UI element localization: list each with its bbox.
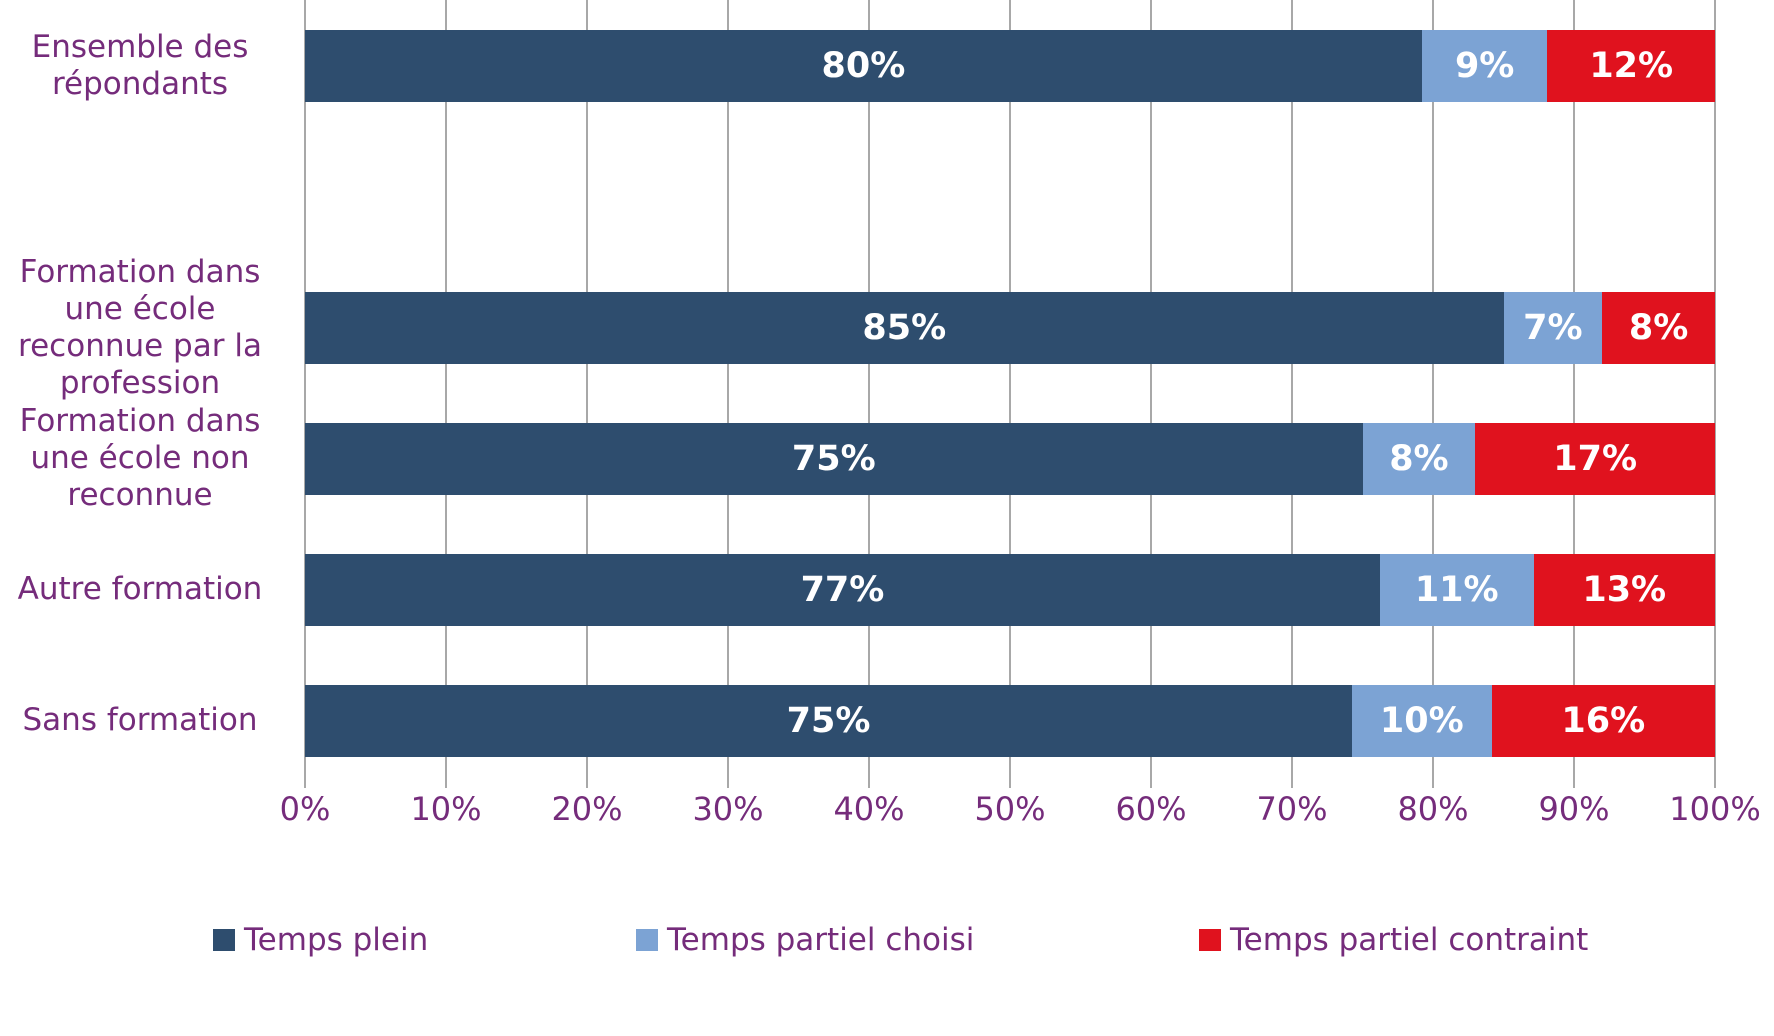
legend-label-temps-plein: Temps plein (244, 922, 429, 958)
bar-segment-temps-partiel-contraint: 12% (1547, 29, 1715, 102)
x-axis-tick-label-50%: 50% (974, 790, 1046, 828)
value-label: 8% (1389, 438, 1449, 479)
value-label: 8% (1628, 307, 1689, 348)
x-axis-tick-label-30%: 30% (692, 790, 764, 828)
gridline-90% (1573, 0, 1575, 788)
value-label: 75% (791, 438, 876, 479)
plot-area: 80% 9% 12% 85% 7% 8% 75% 8% 17% 77% 11% 13% 75% 10% 16… (304, 0, 1716, 788)
gridline-10% (445, 0, 447, 788)
category-label-formation-dans-une-e-cole-reconnue-par-la-profession: Formation dans une école reconnue par la… (18, 253, 262, 401)
category-label-formation-dans-une-e-cole-non-reconnue: Formation dans une école non reconnue (19, 403, 261, 513)
value-label: 13% (1582, 569, 1667, 610)
gridline-40% (868, 0, 870, 788)
bar-row-autre-formation: 77% 11% 13% (305, 553, 1715, 626)
bar-row-formation-dans-une-e-cole-reconnue-par-la-profession: 85% 7% 8% (305, 291, 1715, 364)
bar-segment-temps-plein: 75% (305, 422, 1363, 495)
value-label: 17% (1553, 438, 1638, 479)
value-label: 10% (1379, 700, 1464, 741)
bar-segment-temps-partiel-contraint: 8% (1602, 291, 1715, 364)
x-axis-tick-label-10%: 10% (410, 790, 482, 828)
x-axis-tick-label-100%: 100% (1669, 790, 1761, 828)
value-label: 85% (862, 307, 947, 348)
x-axis-tick-label-80%: 80% (1397, 790, 1469, 828)
value-label: 77% (800, 569, 885, 610)
bar-segment-temps-partiel-choisi: 7% (1503, 291, 1603, 364)
x-axis-tick-label-40%: 40% (833, 790, 905, 828)
value-label: 80% (821, 45, 906, 86)
legend-item-temps-partiel-contraint: Temps partiel contraint (1199, 922, 1588, 958)
bar-segment-temps-plein: 75% (305, 684, 1353, 757)
bar-segment-temps-partiel-contraint: 13% (1533, 553, 1715, 626)
legend-label-temps-partiel-choisi: Temps partiel choisi (667, 922, 975, 958)
x-axis-tick-label-70%: 70% (1256, 790, 1328, 828)
category-label-autre-formation: Autre formation (17, 571, 263, 607)
gridline-30% (727, 0, 729, 788)
x-axis-tick-label-0%: 0% (279, 790, 331, 828)
gridline-50% (1009, 0, 1011, 788)
legend-item-temps-partiel-choisi: Temps partiel choisi (636, 922, 974, 958)
x-axis-tick-label-20%: 20% (551, 790, 623, 828)
gridline-0% (304, 0, 306, 788)
gridline-20% (586, 0, 588, 788)
bar-segment-temps-partiel-choisi: 11% (1379, 553, 1534, 626)
category-label-column: Ensemble des répondants Formation dans un… (0, 0, 280, 786)
bar-segment-temps-partiel-contraint: 16% (1491, 684, 1715, 757)
x-axis-tick-label-90%: 90% (1538, 790, 1610, 828)
value-label: 16% (1561, 700, 1646, 741)
legend-label-temps-partiel-contraint: Temps partiel contraint (1230, 922, 1589, 958)
value-label: 7% (1523, 307, 1583, 348)
bar-row-sans-formation: 75% 10% 16% (305, 684, 1715, 757)
bar-row-ensemble-des-re-pondants: 80% 9% 12% (305, 29, 1715, 102)
legend-swatch-temps-partiel-choisi-icon (636, 929, 658, 951)
legend-swatch-temps-plein-icon (213, 929, 235, 951)
gridline-60% (1150, 0, 1152, 788)
bar-segment-temps-plein: 77% (305, 553, 1380, 626)
bar-segment-temps-partiel-choisi: 8% (1362, 422, 1476, 495)
value-label: 9% (1454, 45, 1515, 86)
bar-segment-temps-plein: 85% (305, 291, 1504, 364)
value-label: 75% (786, 700, 871, 741)
bar-row-formation-dans-une-e-cole-non-reconnue: 75% 8% 17% (305, 422, 1715, 495)
bar-segment-temps-partiel-choisi: 10% (1352, 684, 1492, 757)
gridline-80% (1432, 0, 1434, 788)
bar-segment-temps-partiel-contraint: 17% (1475, 422, 1715, 495)
legend-item-temps-plein: Temps plein (213, 922, 428, 958)
bar-segment-temps-partiel-choisi: 9% (1421, 29, 1548, 102)
gridline-100% (1714, 0, 1716, 788)
gridline-70% (1291, 0, 1293, 788)
category-label-sans-formation: Sans formation (22, 702, 258, 738)
legend-swatch-temps-partiel-contraint-icon (1199, 929, 1221, 951)
x-axis-tick-label-60%: 60% (1115, 790, 1187, 828)
category-label-ensemble-des-re-pondants: Ensemble des répondants (31, 28, 249, 102)
value-label: 11% (1414, 569, 1499, 610)
bar-segment-temps-plein: 80% (305, 29, 1422, 102)
value-label: 12% (1589, 45, 1674, 86)
